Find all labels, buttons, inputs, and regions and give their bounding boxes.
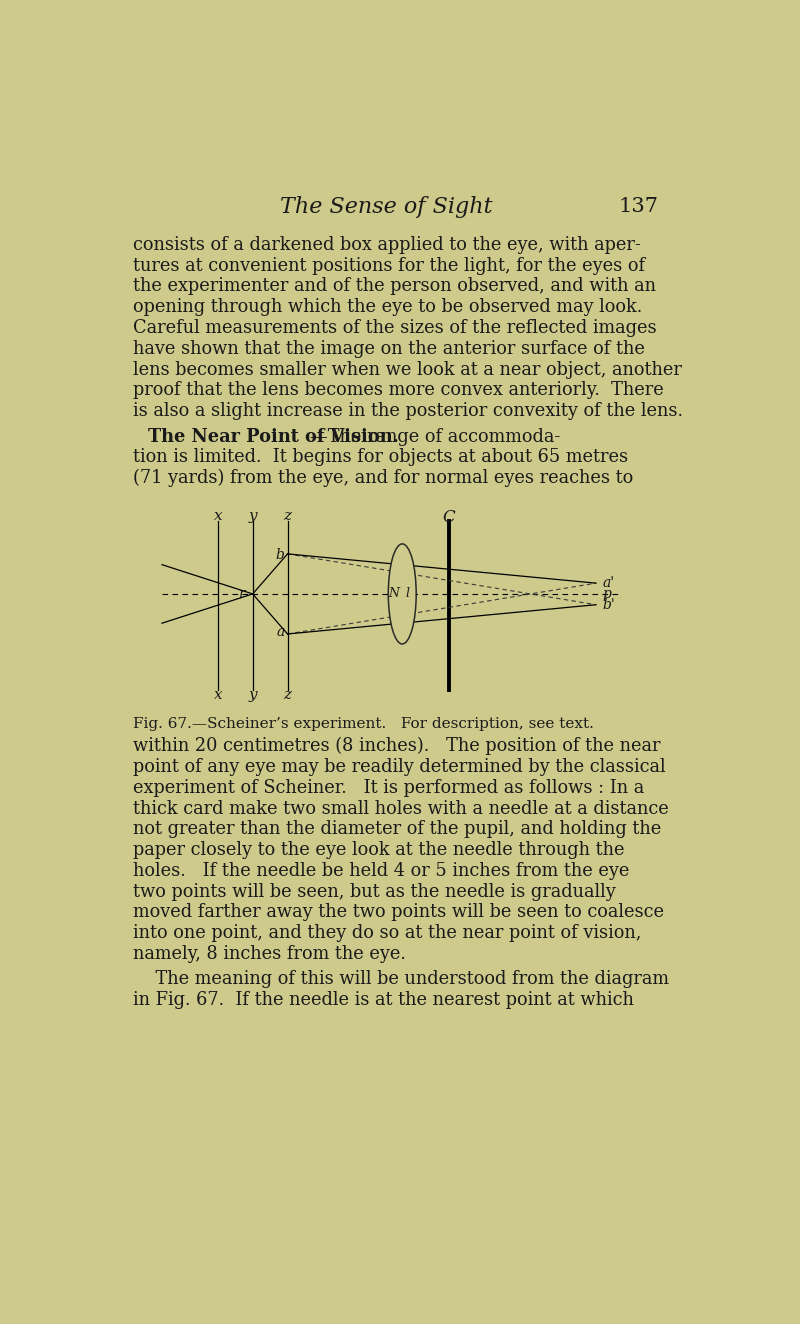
Text: tion is limited.  It begins for objects at about 65 metres: tion is limited. It begins for objects a… <box>133 449 628 466</box>
Text: p: p <box>602 587 611 601</box>
Text: point of any eye may be readily determined by the classical: point of any eye may be readily determin… <box>133 757 665 776</box>
Text: a: a <box>276 625 285 639</box>
Text: opening through which the eye to be observed may look.: opening through which the eye to be obse… <box>133 298 642 316</box>
Text: b': b' <box>602 597 615 612</box>
Text: tures at convenient positions for the light, for the eyes of: tures at convenient positions for the li… <box>133 257 645 274</box>
Text: paper closely to the eye look at the needle through the: paper closely to the eye look at the nee… <box>133 841 624 859</box>
Text: y: y <box>248 510 257 523</box>
Text: have shown that the image on the anterior surface of the: have shown that the image on the anterio… <box>133 340 645 357</box>
Text: Careful measurements of the sizes of the reflected images: Careful measurements of the sizes of the… <box>133 319 656 338</box>
Text: (71 yards) from the eye, and for normal eyes reaches to: (71 yards) from the eye, and for normal … <box>133 469 633 487</box>
Text: 137: 137 <box>618 197 658 216</box>
Text: The Near Point of Vision.: The Near Point of Vision. <box>148 428 399 446</box>
Text: The meaning of this will be understood from the diagram: The meaning of this will be understood f… <box>133 970 669 989</box>
Text: —The range of accommoda-: —The range of accommoda- <box>310 428 560 446</box>
Text: into one point, and they do so at the near point of vision,: into one point, and they do so at the ne… <box>133 924 641 943</box>
Text: a': a' <box>602 576 614 591</box>
Text: lens becomes smaller when we look at a near object, another: lens becomes smaller when we look at a n… <box>133 360 682 379</box>
Text: y: y <box>248 687 257 702</box>
Text: l: l <box>406 588 410 600</box>
Text: within 20 centimetres (8 inches).   The position of the near: within 20 centimetres (8 inches). The po… <box>133 737 660 756</box>
Text: moved farther away the two points will be seen to coalesce: moved farther away the two points will b… <box>133 903 663 922</box>
Text: Fig. 67.—Scheiner’s experiment.   For description, see text.: Fig. 67.—Scheiner’s experiment. For desc… <box>133 718 594 731</box>
Text: z: z <box>283 687 291 702</box>
Text: the experimenter and of the person observed, and with an: the experimenter and of the person obser… <box>133 278 655 295</box>
Text: holes.   If the needle be held 4 or 5 inches from the eye: holes. If the needle be held 4 or 5 inch… <box>133 862 629 880</box>
Text: C: C <box>442 510 455 526</box>
Text: thick card make two small holes with a needle at a distance: thick card make two small holes with a n… <box>133 800 668 817</box>
Text: experiment of Scheiner.   It is performed as follows : In a: experiment of Scheiner. It is performed … <box>133 779 644 797</box>
Text: namely, 8 inches from the eye.: namely, 8 inches from the eye. <box>133 945 406 963</box>
Text: is also a slight increase in the posterior convexity of the lens.: is also a slight increase in the posteri… <box>133 402 682 420</box>
Text: x: x <box>214 687 222 702</box>
Text: consists of a darkened box applied to the eye, with aper-: consists of a darkened box applied to th… <box>133 236 641 254</box>
Text: x: x <box>214 510 222 523</box>
Text: two points will be seen, but as the needle is gradually: two points will be seen, but as the need… <box>133 883 615 900</box>
Text: not greater than the diameter of the pupil, and holding the: not greater than the diameter of the pup… <box>133 821 661 838</box>
Ellipse shape <box>388 544 416 643</box>
Text: in Fig. 67.  If the needle is at the nearest point at which: in Fig. 67. If the needle is at the near… <box>133 992 634 1009</box>
Text: N: N <box>388 588 399 600</box>
Text: r: r <box>238 587 245 601</box>
Text: proof that the lens becomes more convex anteriorly.  There: proof that the lens becomes more convex … <box>133 381 663 400</box>
Text: The Sense of Sight: The Sense of Sight <box>281 196 493 217</box>
Text: z: z <box>283 510 291 523</box>
Text: b: b <box>275 548 285 563</box>
